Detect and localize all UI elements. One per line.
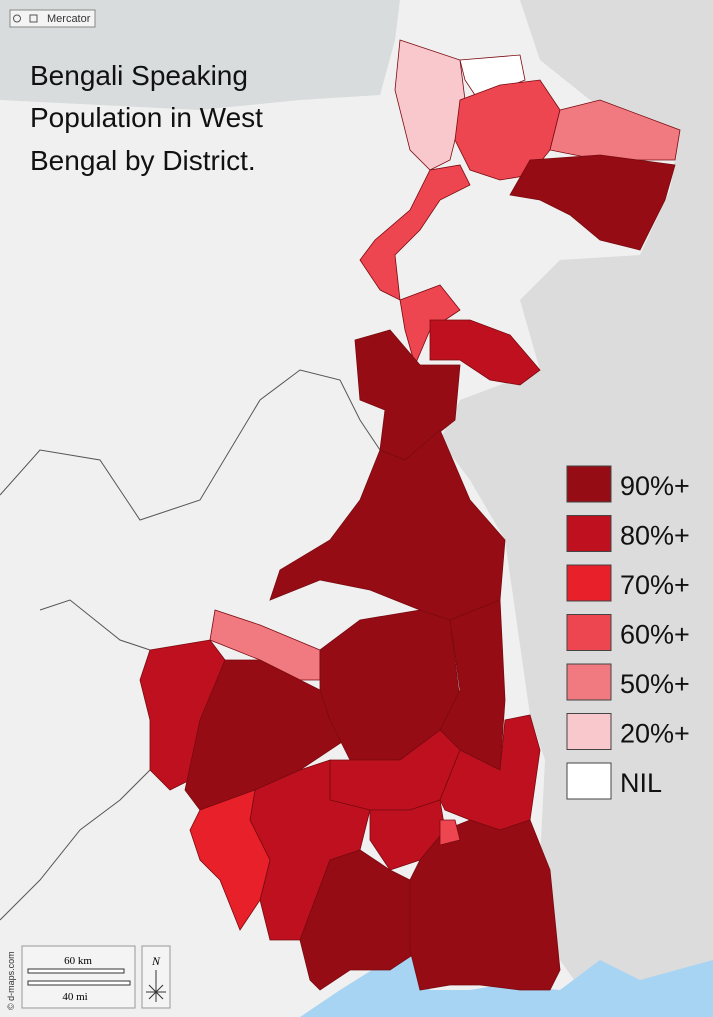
legend-swatch <box>566 663 612 701</box>
scale-box <box>21 945 136 1009</box>
credit: © d-maps.com <box>6 951 16 1010</box>
nepal <box>0 0 400 110</box>
title-line: Bengali Speaking <box>30 60 248 91</box>
scale-bar <box>27 980 131 986</box>
legend-swatch <box>566 713 612 750</box>
district <box>299 849 421 991</box>
district <box>549 99 681 161</box>
scale-bar <box>27 968 125 974</box>
legend-label: 50%+ <box>620 669 690 699</box>
legend-swatch <box>566 515 612 552</box>
legend-label: 20%+ <box>620 719 690 749</box>
legend-label: 60%+ <box>620 620 690 650</box>
scale-mi: 40 mi <box>62 991 87 1003</box>
legend-label: NIL <box>620 768 662 798</box>
title-line: Bengal by District. <box>30 145 256 176</box>
projection-box <box>9 9 96 28</box>
legend-swatch <box>566 465 612 503</box>
sea <box>300 950 713 1017</box>
legend-label: 70%+ <box>620 570 690 600</box>
legend-swatch <box>566 564 612 602</box>
district <box>359 164 471 301</box>
compass <box>146 970 166 1002</box>
district <box>439 819 461 846</box>
bangladesh <box>440 0 713 1017</box>
district <box>394 39 466 171</box>
district <box>139 639 226 791</box>
legend-swatch <box>566 614 612 651</box>
district <box>189 789 271 931</box>
legend-swatch <box>566 762 612 800</box>
projection-icon <box>13 14 21 23</box>
state-border <box>0 369 381 921</box>
district <box>509 154 676 251</box>
legend-label: 80%+ <box>620 521 690 551</box>
projection-icon <box>29 14 38 23</box>
scale-km: 60 km <box>64 955 92 967</box>
district <box>209 609 321 681</box>
title-line: Population in West <box>30 102 263 133</box>
projection-label: Mercator <box>47 13 91 25</box>
legend-label: 90%+ <box>620 471 690 501</box>
district <box>429 319 541 386</box>
north-label: N <box>151 954 161 968</box>
district <box>409 819 561 991</box>
